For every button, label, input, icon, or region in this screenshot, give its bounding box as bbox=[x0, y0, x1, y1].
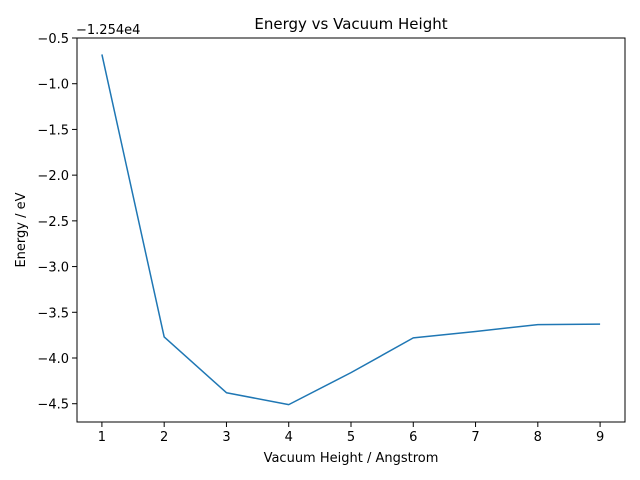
y-tick-label: −2.0 bbox=[37, 169, 69, 184]
x-axis-label: Vacuum Height / Angstrom bbox=[264, 451, 439, 466]
y-tick-label: −4.0 bbox=[37, 352, 69, 367]
plot-frame bbox=[76, 37, 626, 423]
chart-title: Energy vs Vacuum Height bbox=[254, 15, 447, 33]
y-tick-label: −1.5 bbox=[37, 123, 69, 138]
x-tick-label: 2 bbox=[160, 430, 168, 445]
energy-series-line bbox=[101, 54, 601, 406]
y-tick-label: −0.5 bbox=[37, 32, 69, 47]
y-tick-label: −1.0 bbox=[37, 78, 69, 93]
y-axis-label: Energy / eV bbox=[14, 192, 29, 267]
x-tick-label: 9 bbox=[596, 430, 604, 445]
plot-area: 1 2 3 4 5 6 7 8 9 −0.5 −1.0 −1.5 −2.0 −2.5 −3.0 −3.5 −4.… bbox=[37, 32, 604, 445]
x-tick-label: 1 bbox=[98, 430, 106, 445]
y-offset-label: −1.254e4 bbox=[76, 23, 140, 38]
x-tick-label: 7 bbox=[471, 430, 479, 445]
x-tick-label: 5 bbox=[347, 430, 355, 445]
y-tick-label: −3.5 bbox=[37, 306, 69, 321]
y-tick-label: −4.5 bbox=[37, 398, 69, 413]
x-tick-label: 8 bbox=[534, 430, 542, 445]
x-tick-label: 4 bbox=[285, 430, 293, 445]
x-tick-label: 6 bbox=[409, 430, 417, 445]
y-tick-label: −2.5 bbox=[37, 215, 69, 230]
y-tick-label: −3.0 bbox=[37, 261, 69, 276]
x-tick-label: 3 bbox=[222, 430, 230, 445]
